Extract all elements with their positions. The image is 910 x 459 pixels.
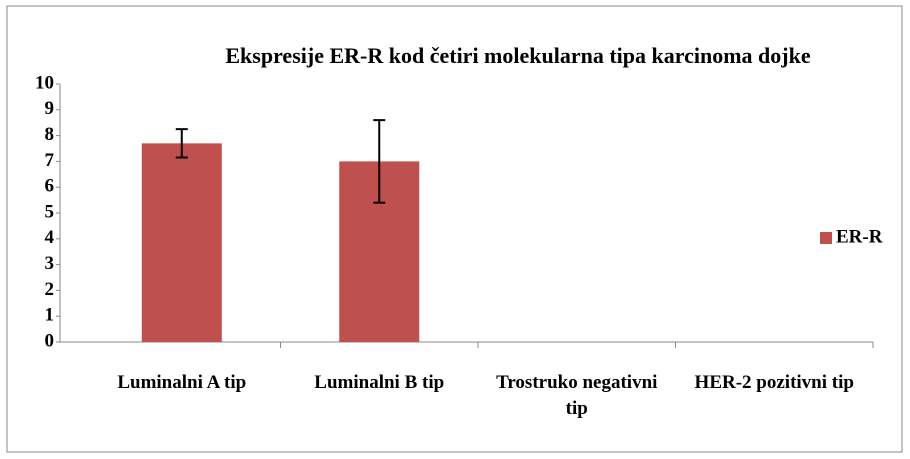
y-tick-label: 1	[45, 305, 55, 326]
y-tick-label: 5	[45, 201, 55, 222]
x-tick-label: HER-2 pozitivni tip	[695, 372, 854, 393]
y-tick-label: 9	[45, 98, 55, 119]
y-tick-label: 0	[45, 330, 55, 351]
bar	[141, 143, 222, 342]
y-tick-label: 10	[35, 72, 54, 93]
x-tick-label: Luminalni B tip	[314, 372, 444, 393]
y-tick-label: 4	[45, 227, 55, 248]
label-line: Luminalni B tip	[314, 372, 444, 393]
label-line: Trostruko negativni	[496, 372, 657, 393]
error-bar	[373, 119, 386, 204]
x-tick-label: Trostruko negativni tip	[496, 372, 657, 419]
label-line: tip	[566, 398, 588, 419]
y-tick-label: 2	[45, 279, 55, 300]
chart-title: Ekspresije ER-R kod četiri molekularna t…	[225, 43, 810, 68]
label-line: HER-2 pozitivni tip	[695, 372, 854, 393]
error-bar	[175, 128, 188, 159]
y-tick-label: 7	[45, 150, 55, 171]
y-tick-label: 3	[45, 253, 55, 274]
label-line: Luminalni A tip	[117, 372, 246, 393]
x-tick-label: Luminalni A tip	[117, 372, 246, 393]
legend-swatch	[820, 232, 832, 244]
legend-label: ER-R	[836, 226, 883, 247]
y-tick-label: 6	[45, 176, 55, 197]
y-tick-label: 8	[45, 124, 55, 145]
